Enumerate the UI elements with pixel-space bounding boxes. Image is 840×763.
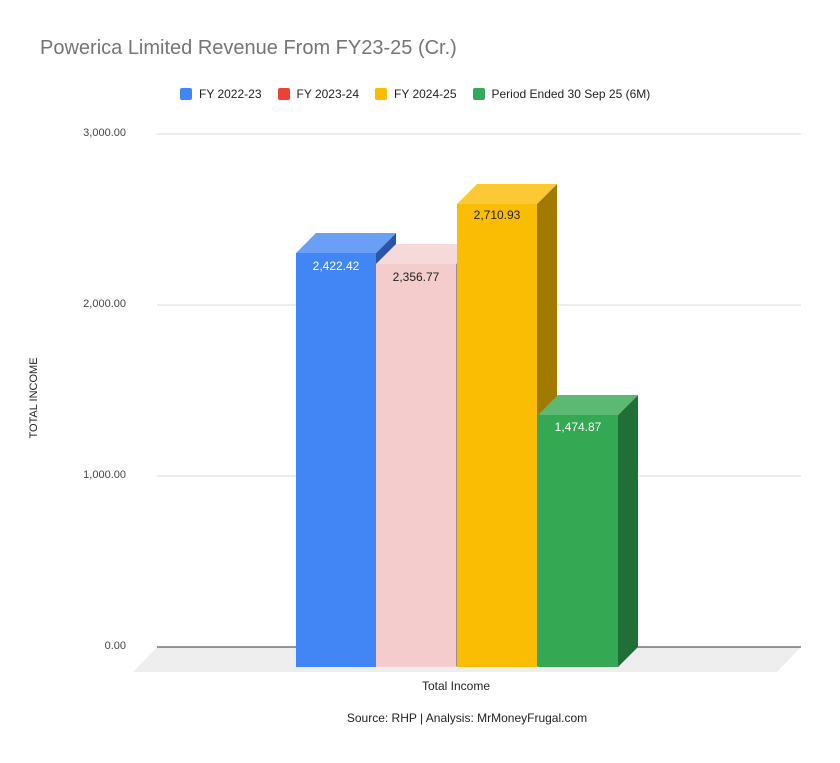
bar-period-6m[interactable] — [538, 395, 638, 667]
bar-value-label: 2,710.93 — [473, 208, 521, 222]
chart-title: Powerica Limited Revenue From FY23-25 (C… — [40, 37, 457, 59]
legend: FY 2022-23 FY 2023-24 FY 2024-25 Period … — [180, 87, 666, 101]
y-tick: 1,000.00 — [83, 469, 126, 481]
legend-item-fy2024-25[interactable]: FY 2024-25 — [375, 87, 457, 101]
legend-label: Period Ended 30 Sep 25 (6M) — [491, 87, 651, 101]
legend-label: FY 2024-25 — [394, 87, 457, 101]
source-footnote: Source: RHP | Analysis: MrMoneyFrugal.co… — [346, 711, 588, 725]
legend-swatch-green-icon — [472, 88, 485, 100]
bar-value-label: 2,356.77 — [392, 270, 440, 284]
x-axis-category-label: Total Income — [421, 679, 491, 693]
legend-swatch-red-icon — [277, 88, 290, 100]
y-tick: 2,000.00 — [83, 298, 126, 310]
legend-swatch-yellow-icon — [375, 88, 387, 100]
bar-value-label: 2,422.42 — [312, 259, 360, 273]
legend-swatch-blue-icon — [180, 88, 192, 100]
y-axis-title: TOTAL INCOME — [28, 357, 40, 439]
legend-label: FY 2022-23 — [199, 87, 262, 101]
legend-item-fy2023-24[interactable]: FY 2023-24 — [277, 87, 360, 101]
legend-label: FY 2023-24 — [296, 87, 360, 101]
bar-value-label: 1,474.87 — [554, 420, 602, 434]
y-tick: 3,000.00 — [83, 127, 126, 139]
y-tick: 0.00 — [104, 640, 126, 652]
bar-fy2023-24[interactable] — [376, 244, 476, 667]
legend-item-fy2022-23[interactable]: FY 2022-23 — [180, 87, 262, 101]
legend-item-period-6m[interactable]: Period Ended 30 Sep 25 (6M) — [472, 87, 651, 101]
